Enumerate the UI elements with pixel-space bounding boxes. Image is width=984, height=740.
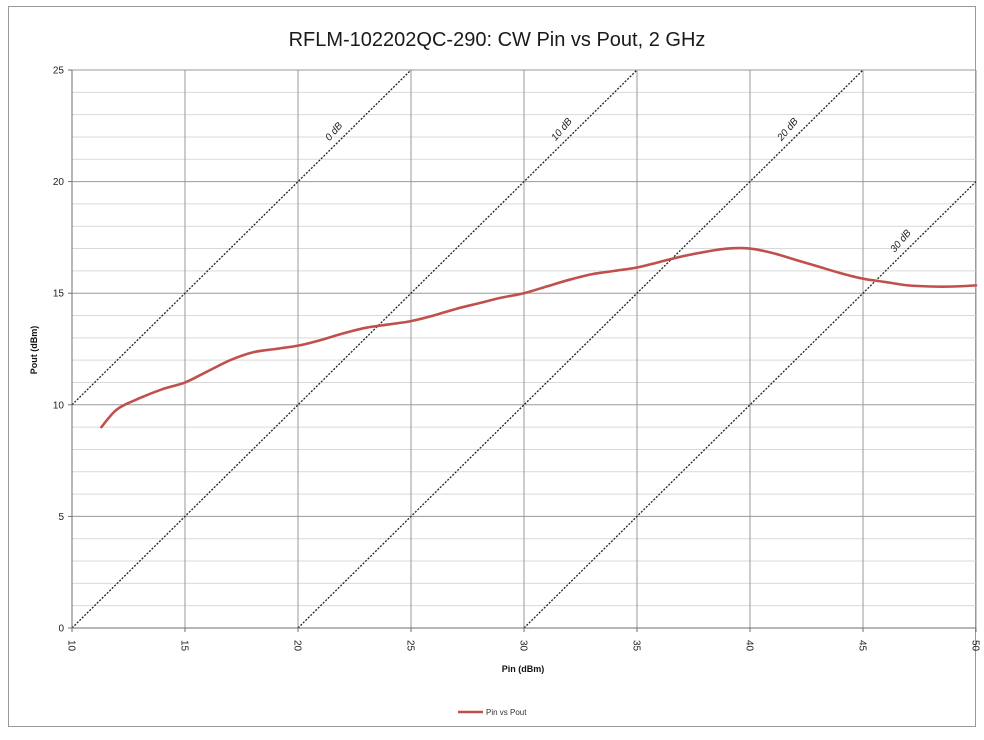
reference-line: [72, 70, 638, 628]
reference-line: [72, 70, 412, 406]
legend-label: Pin vs Pout: [486, 708, 527, 717]
x-tick-label: 30: [518, 640, 529, 652]
x-tick-label: 35: [631, 640, 642, 652]
x-tick-label: 15: [179, 640, 190, 652]
x-tick-label: 40: [744, 640, 755, 652]
y-tick-label: 20: [53, 177, 65, 188]
reference-line: [297, 70, 864, 628]
y-tick-label: 5: [58, 512, 64, 523]
x-axis-title: Pin (dBm): [502, 664, 545, 674]
y-tick-label: 15: [53, 289, 65, 300]
x-tick-label: 10: [66, 640, 77, 652]
x-tick-label: 45: [857, 640, 868, 652]
y-tick-label: 10: [53, 400, 65, 411]
chart-title: RFLM-102202QC-290: CW Pin vs Pout, 2 GHz: [289, 29, 706, 51]
y-tick-label: 0: [58, 624, 64, 635]
reference-line: [523, 181, 976, 628]
grid-layer: [72, 69, 977, 628]
chart-border: [8, 6, 976, 727]
series-layer: [100, 246, 978, 429]
x-tick-label: 25: [405, 640, 416, 652]
axis-layer: 0 5 10 15 20 25 10 15 20 25 30 35 40 45 50: [53, 66, 981, 652]
legend: Pin vs Pout: [458, 708, 527, 717]
x-tick-label: 50: [970, 640, 981, 652]
series-line: [100, 246, 978, 429]
y-tick-label: 25: [53, 66, 65, 77]
y-axis-title: Pout (dBm): [29, 326, 39, 375]
reference-lines-layer: [72, 70, 976, 628]
x-tick-label: 20: [292, 640, 303, 652]
